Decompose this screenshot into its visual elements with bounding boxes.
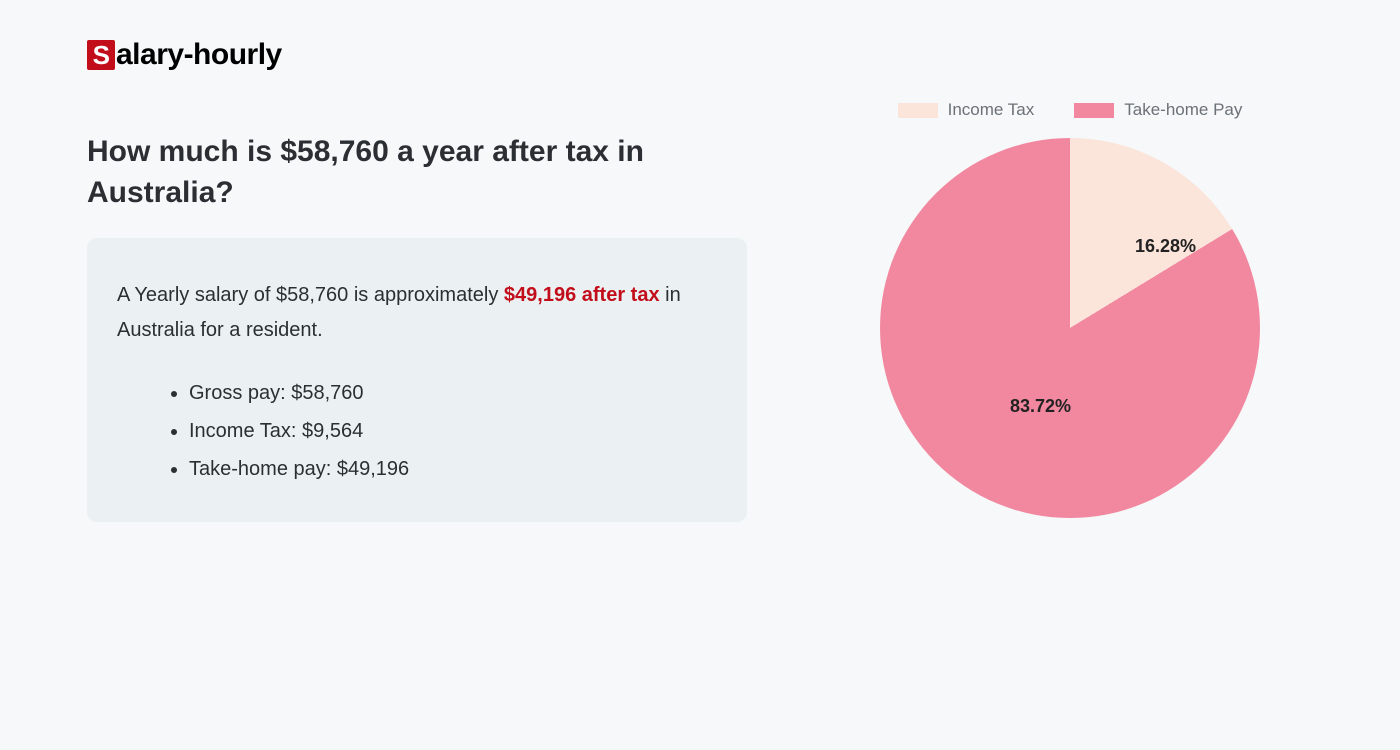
summary-highlight: $49,196 after tax (504, 284, 660, 306)
pie-chart-region: Income Tax Take-home Pay 16.28% 83.72% (820, 100, 1320, 518)
bullet-gross-pay: Gross pay: $58,760 (189, 374, 717, 412)
chart-legend: Income Tax Take-home Pay (820, 100, 1320, 120)
summary-bullets: Gross pay: $58,760 Income Tax: $9,564 Ta… (117, 374, 717, 488)
summary-pre: A Yearly salary of $58,760 is approximat… (117, 284, 504, 306)
legend-item-take-home: Take-home Pay (1074, 100, 1242, 120)
bullet-income-tax: Income Tax: $9,564 (189, 412, 717, 450)
legend-label-take-home: Take-home Pay (1124, 100, 1242, 120)
bullet-take-home: Take-home pay: $49,196 (189, 450, 717, 488)
legend-item-income-tax: Income Tax (898, 100, 1035, 120)
summary-box: A Yearly salary of $58,760 is approximat… (87, 238, 747, 522)
pie-slice-label-take-home: 83.72% (1010, 396, 1071, 417)
logo-badge: S (87, 40, 115, 70)
legend-swatch-income-tax (898, 103, 938, 118)
logo-text: alary-hourly (116, 38, 282, 72)
pie-slice-label-income-tax: 16.28% (1135, 236, 1196, 257)
legend-swatch-take-home (1074, 103, 1114, 118)
legend-label-income-tax: Income Tax (948, 100, 1035, 120)
pie-chart: 16.28% 83.72% (880, 138, 1260, 518)
summary-text: A Yearly salary of $58,760 is approximat… (117, 278, 717, 348)
site-logo: Salary-hourly (87, 38, 282, 72)
page-title: How much is $58,760 a year after tax in … (87, 132, 707, 213)
